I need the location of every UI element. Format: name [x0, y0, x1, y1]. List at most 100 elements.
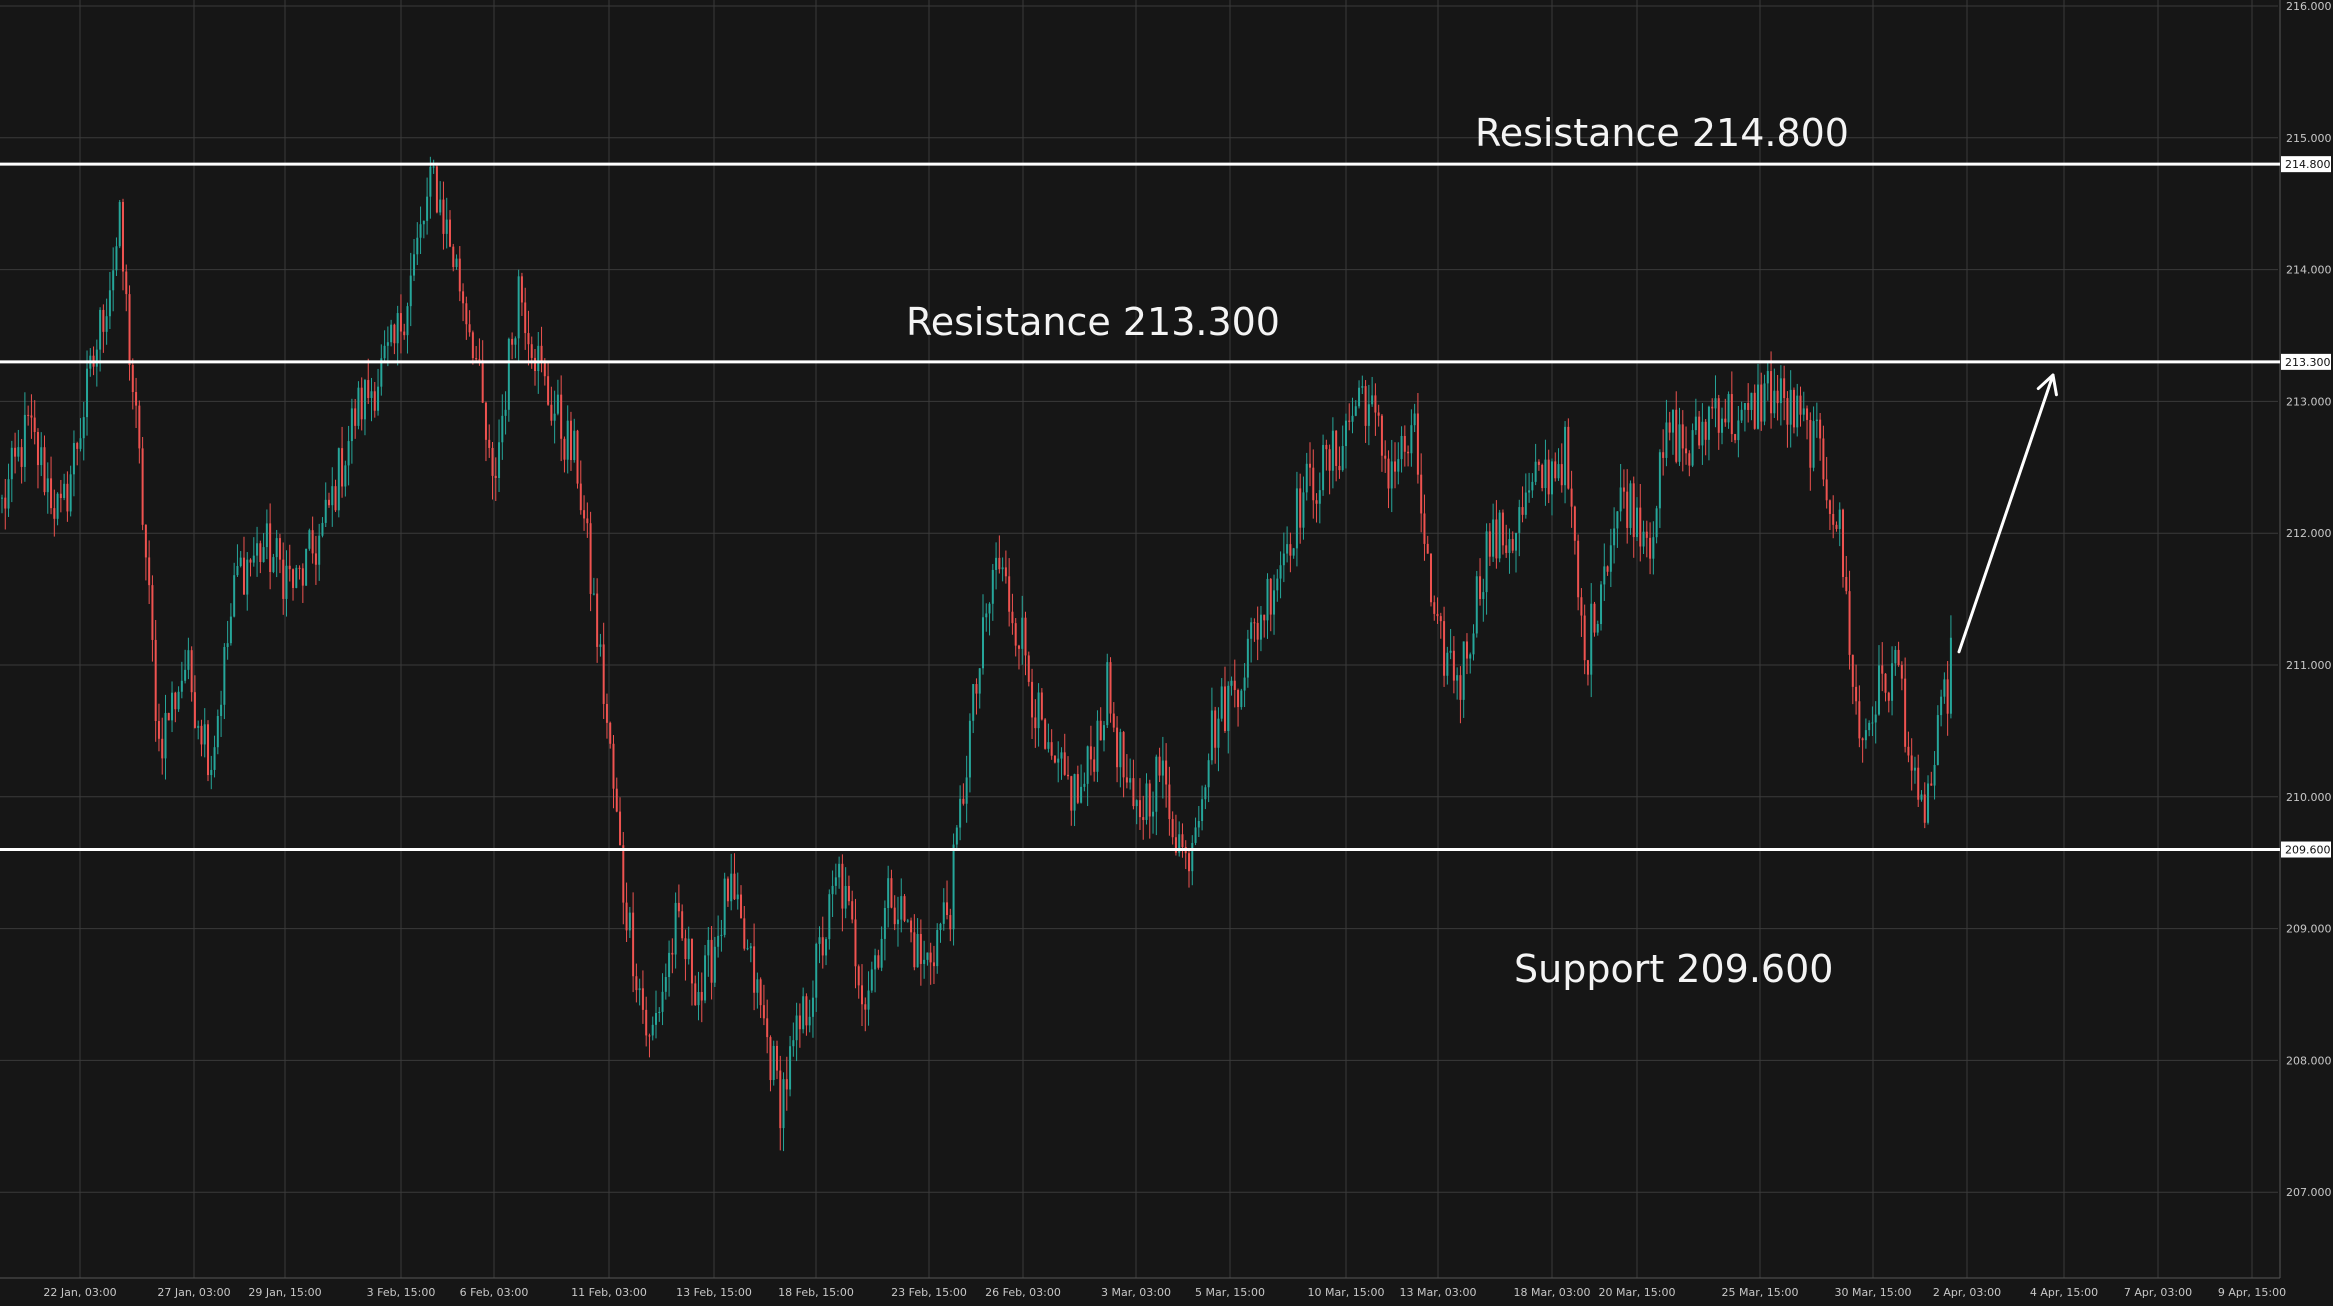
- candle-body: [108, 290, 111, 317]
- candle-body: [1629, 483, 1632, 528]
- resistance-label-lower: Resistance 213.300: [906, 300, 1280, 344]
- candle-body: [1560, 464, 1563, 486]
- candle-body: [861, 985, 864, 1005]
- candle-body: [229, 616, 232, 644]
- candle-body: [1426, 543, 1429, 554]
- candle-body: [432, 166, 435, 168]
- candle-body: [1256, 622, 1259, 640]
- candle-body: [1851, 654, 1854, 687]
- candle-body: [128, 294, 131, 365]
- candle-body: [818, 937, 821, 944]
- candle-body: [668, 952, 671, 978]
- candle-body: [1397, 459, 1400, 472]
- candle-body: [193, 692, 196, 728]
- candle-body: [1884, 673, 1887, 693]
- candle-body: [661, 991, 664, 1012]
- candle-body: [1073, 774, 1076, 811]
- candle-body: [360, 387, 363, 420]
- candle-body: [1652, 537, 1655, 559]
- candle-body: [1933, 764, 1936, 786]
- candle-body: [1498, 512, 1501, 559]
- candle-body: [883, 907, 886, 939]
- candle-body: [527, 333, 530, 345]
- candle-body: [1616, 511, 1619, 529]
- candle-body: [154, 639, 157, 722]
- candle-body: [1171, 819, 1174, 838]
- x-tick-label: 18 Feb, 15:00: [778, 1286, 854, 1299]
- candle-body: [328, 499, 330, 506]
- candle-body: [1694, 416, 1697, 431]
- x-tick-label: 7 Apr, 03:00: [2124, 1286, 2192, 1299]
- candle-body: [514, 338, 517, 345]
- candle-body: [439, 199, 442, 213]
- candle-body: [1564, 426, 1567, 486]
- candle-body: [213, 747, 216, 770]
- candle-body: [1122, 732, 1125, 778]
- candle-body: [1050, 742, 1053, 756]
- candle-body: [426, 196, 429, 221]
- candle-body: [1943, 679, 1946, 697]
- candle-body: [811, 997, 814, 1017]
- candle-body: [566, 420, 569, 460]
- candle-body: [409, 275, 412, 307]
- candle-body: [1204, 787, 1207, 800]
- y-tick-label: 208.000: [2286, 1054, 2332, 1067]
- grid-lines: [0, 0, 2281, 1279]
- candle-body: [1246, 638, 1249, 678]
- x-tick-label: 3 Feb, 15:00: [367, 1286, 436, 1299]
- candle-body: [161, 738, 164, 759]
- x-tick-label: 4 Apr, 15:00: [2030, 1286, 2098, 1299]
- candle-body: [1158, 756, 1161, 776]
- candle-body: [802, 996, 805, 1030]
- candle-body: [1031, 681, 1034, 718]
- x-tick-label: 30 Mar, 15:00: [1835, 1286, 1912, 1299]
- candle-body: [932, 962, 935, 967]
- candle-body: [740, 894, 743, 919]
- candle-body: [504, 409, 507, 416]
- y-tick-label: 210.000: [2286, 791, 2332, 804]
- candle-body: [174, 692, 177, 710]
- x-tick-label: 10 Mar, 15:00: [1308, 1286, 1385, 1299]
- candle-body: [1848, 591, 1851, 655]
- candle-body: [1900, 665, 1903, 679]
- candle-body: [547, 376, 550, 405]
- candle-body: [69, 474, 72, 512]
- candle-body: [1479, 576, 1482, 600]
- candle-body: [743, 918, 746, 949]
- candle-body: [1518, 507, 1521, 533]
- candle-body: [1917, 767, 1920, 800]
- candle-body: [1766, 371, 1769, 384]
- candle-body: [1864, 730, 1867, 741]
- candle-body: [1819, 419, 1822, 439]
- candle-body: [851, 901, 854, 920]
- candle-body: [40, 447, 43, 466]
- candle-body: [1515, 532, 1518, 551]
- candle-body: [76, 443, 79, 449]
- candle-body: [1949, 637, 1952, 714]
- candle-body: [157, 721, 160, 739]
- candle-body: [23, 414, 26, 467]
- candle-body: [1936, 715, 1939, 765]
- level-price-tag: [2281, 841, 2331, 858]
- candle-body: [494, 475, 497, 478]
- candle-body: [386, 342, 389, 346]
- candle-body: [720, 934, 723, 936]
- candle-body: [269, 523, 272, 572]
- candle-body: [844, 885, 847, 909]
- candle-body: [1279, 565, 1282, 579]
- candle-body: [1583, 615, 1586, 661]
- candle-body: [1776, 390, 1779, 404]
- candle-body: [1044, 719, 1047, 749]
- candle-body: [200, 725, 203, 745]
- candle-body: [419, 224, 422, 238]
- candle-body: [785, 1079, 788, 1090]
- candle-body: [602, 644, 605, 704]
- candle-body: [36, 432, 39, 466]
- candle-body: [671, 952, 674, 955]
- candle-body: [730, 873, 733, 902]
- candle-body: [507, 338, 510, 410]
- candle-body: [10, 447, 13, 480]
- candle-body: [413, 254, 416, 276]
- candle-body: [619, 811, 622, 846]
- y-tick-label: 216.000: [2286, 0, 2332, 13]
